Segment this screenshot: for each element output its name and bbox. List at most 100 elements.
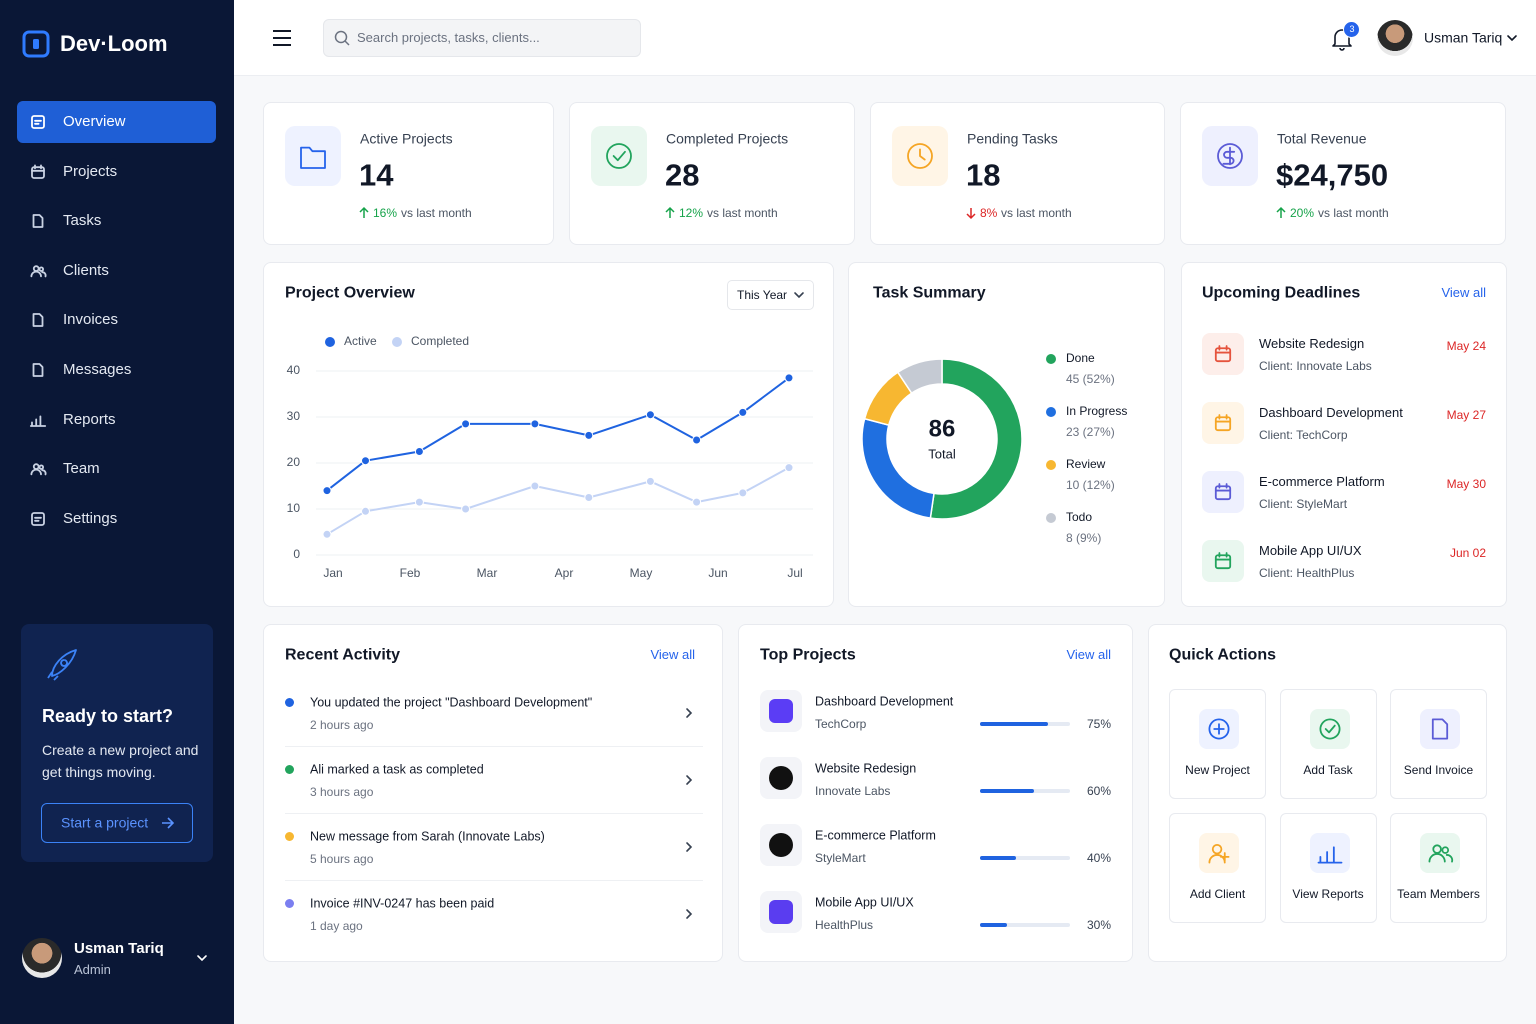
stat-label: Total Revenue: [1277, 130, 1367, 147]
action-tile[interactable]: New Project: [1169, 689, 1266, 799]
stat-card: Active Projects 14 16% vs last month: [263, 102, 554, 245]
user-name[interactable]: Usman Tariq: [1424, 29, 1503, 46]
project-name[interactable]: Dashboard Development: [815, 694, 954, 709]
icon-part: [31, 164, 45, 172]
activity-dot: [285, 899, 294, 908]
action-icon-bg: [1420, 833, 1460, 873]
nav-item[interactable]: Tasks: [63, 212, 102, 230]
nav-item[interactable]: Clients: [63, 261, 109, 279]
project-name[interactable]: E-commerce Platform: [815, 828, 936, 843]
activity-dot: [285, 832, 294, 841]
stat-change: 8%: [980, 205, 998, 220]
legend-swatch: [1046, 354, 1056, 364]
point: [738, 407, 748, 417]
search-placeholder: Search projects, tasks, clients...: [357, 30, 540, 46]
point: [584, 430, 594, 440]
activity-dot: [285, 765, 294, 774]
nav-item[interactable]: Projects: [63, 162, 118, 180]
card-title: Quick Actions: [1169, 646, 1276, 664]
filter-select[interactable]: [727, 280, 814, 310]
y-tick-label: 40: [287, 363, 301, 377]
nav-active[interactable]: [17, 101, 216, 143]
activity-text[interactable]: You updated the project "Dashboard Devel…: [310, 695, 593, 710]
stat-note: vs last month: [707, 205, 778, 220]
stat-label: Active Projects: [360, 130, 453, 147]
point: [361, 456, 370, 466]
card-title: Top Projects: [760, 646, 856, 664]
action-label[interactable]: View Reports: [1292, 887, 1364, 901]
chevron-path: [1507, 35, 1517, 42]
filter-label[interactable]: This Year: [737, 287, 788, 302]
nav-item[interactable]: Messages: [63, 361, 132, 378]
icon: [1317, 846, 1342, 864]
icon: [1208, 718, 1230, 740]
logo: [22, 30, 50, 58]
icon-part: [919, 148, 926, 161]
nav-item[interactable]: Team: [63, 460, 100, 478]
donut-segment: [896, 358, 943, 395]
trend-arrow: [966, 208, 976, 220]
deadline-title: Mobile App UI/UX: [1259, 543, 1362, 559]
nav-item[interactable]: Reports: [63, 410, 116, 428]
project-name[interactable]: Website Redesign: [815, 761, 917, 776]
project-overview-card: Project Overview This Year 0 10 20 30 40 Jan Feb…: [263, 262, 834, 607]
action-label[interactable]: New Project: [1185, 763, 1250, 777]
point: [738, 488, 748, 498]
trend-arrow-path: [359, 206, 369, 218]
action-label[interactable]: Add Client: [1189, 887, 1246, 901]
legend-swatch: [325, 337, 335, 347]
legend-value: 23 (27%): [1066, 425, 1115, 439]
icon-part: [907, 143, 933, 169]
donut-total-label: Total: [928, 446, 956, 461]
search-handle: [344, 40, 350, 46]
nav-item[interactable]: Overview: [63, 113, 126, 130]
icon-part: [30, 468, 47, 476]
activity-text[interactable]: Ali marked a task as completed: [310, 762, 484, 777]
point: [530, 481, 540, 491]
progress-track: [980, 856, 1070, 860]
action-label[interactable]: Team Members: [1397, 887, 1480, 901]
icon-part: [1211, 843, 1223, 855]
chevron-path: [197, 955, 207, 962]
icon-part: [31, 115, 45, 129]
icon-part: [1214, 345, 1232, 354]
view-all-link[interactable]: View all: [1066, 647, 1111, 663]
action-label[interactable]: Add Task: [1303, 763, 1353, 777]
menu-button: [273, 30, 291, 46]
deadline-client: Client: StyleMart: [1259, 496, 1348, 511]
action-tile[interactable]: Add Client: [1169, 813, 1266, 923]
view-all-link[interactable]: View all: [1441, 285, 1486, 301]
action-label[interactable]: Send Invoice: [1403, 763, 1474, 777]
icon-part: [32, 265, 40, 272]
search-box[interactable]: [323, 19, 641, 57]
action-tile[interactable]: Team Members: [1390, 813, 1487, 923]
trend-arrow: [665, 206, 675, 218]
stat-card: Pending Tasks 18 8% vs last month: [870, 102, 1165, 245]
activity-time: 1 day ago: [310, 918, 363, 933]
donut-total: 86: [929, 415, 956, 442]
action-tile[interactable]: View Reports: [1279, 813, 1377, 923]
view-all-link[interactable]: View all: [650, 647, 695, 663]
nav-item[interactable]: Settings: [63, 509, 118, 527]
point: [584, 493, 594, 502]
user-name: Usman Tariq: [74, 940, 164, 957]
icon-part: [32, 214, 44, 229]
deadline-icon-bg: [1202, 471, 1244, 513]
icon: [31, 511, 45, 526]
legend-value: 10 (12%): [1066, 478, 1115, 492]
activity-text[interactable]: New message from Sarah (Innovate Labs): [310, 829, 545, 844]
promo-button[interactable]: [41, 803, 193, 843]
y-tick-label: 20: [287, 455, 301, 469]
action-tile[interactable]: Add Task: [1279, 689, 1377, 799]
project-name[interactable]: Mobile App UI/UX: [815, 895, 914, 910]
action-icon-bg: [1420, 709, 1460, 749]
activity-text[interactable]: Invoice #INV-0247 has been paid: [310, 896, 495, 911]
stat-change: 16%: [373, 205, 398, 220]
y-tick-label: 0: [293, 547, 300, 561]
action-tile[interactable]: Send Invoice: [1390, 689, 1487, 799]
project-icon: [769, 833, 793, 857]
icon-part: [31, 165, 45, 179]
nav-item[interactable]: Invoices: [63, 311, 119, 329]
promo-button-label[interactable]: Start a project: [61, 814, 149, 831]
legend-label: Completed: [411, 334, 469, 348]
